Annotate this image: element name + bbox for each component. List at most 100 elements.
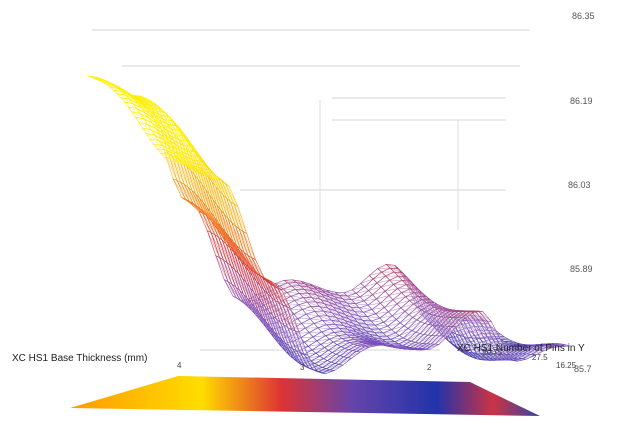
surface-strand xyxy=(466,327,480,331)
surface-strand xyxy=(394,271,407,278)
surface-strand xyxy=(321,370,335,373)
surface-strand xyxy=(382,339,395,342)
surface-strand xyxy=(432,317,446,326)
surface-strand xyxy=(156,128,169,141)
surface-strand xyxy=(373,275,386,280)
surface-strand xyxy=(348,345,362,350)
surface-strand xyxy=(307,293,321,300)
surface-strand xyxy=(365,345,378,347)
surface-strand xyxy=(499,338,513,342)
surface-strand xyxy=(214,174,227,199)
surface-strand xyxy=(357,322,371,329)
surface-strand xyxy=(445,311,458,318)
surface-strand xyxy=(198,179,211,213)
z-tick-label: 86.35 xyxy=(572,11,595,21)
surface-strand xyxy=(428,316,442,325)
surface-strand xyxy=(467,320,481,339)
surface-strand xyxy=(341,310,355,319)
surface-strand xyxy=(444,317,458,327)
surface-strand xyxy=(252,276,266,307)
surface-strand xyxy=(290,296,304,298)
surface-strand xyxy=(262,278,276,301)
surface-strand xyxy=(242,231,256,260)
surface-strand xyxy=(299,293,312,298)
surface-strand xyxy=(239,228,252,258)
surface-strand xyxy=(316,294,330,303)
surface-strand xyxy=(360,278,374,284)
surface-strand xyxy=(495,336,509,340)
surface-strand xyxy=(483,337,497,354)
surface-strand xyxy=(474,310,488,322)
surface-strand xyxy=(136,108,150,119)
surface-strand xyxy=(364,334,378,341)
surface-strand xyxy=(322,363,336,368)
surface-strand xyxy=(344,320,358,328)
surface-strand xyxy=(200,168,214,174)
surface-strand xyxy=(296,350,310,369)
surface-strand xyxy=(233,252,247,283)
surface-strand xyxy=(184,155,198,165)
surface-strand xyxy=(376,295,390,300)
surface-strand xyxy=(248,271,262,303)
surface-strand xyxy=(277,288,291,309)
surface-strand xyxy=(188,187,201,210)
surface-strand xyxy=(342,331,356,336)
surface-strand xyxy=(173,158,186,166)
surface-strand xyxy=(459,335,473,354)
surface-strand xyxy=(226,198,240,229)
surface-strand xyxy=(390,337,404,340)
surface-strand xyxy=(471,337,485,355)
surface-strand xyxy=(478,338,492,340)
surface-strand xyxy=(304,289,317,296)
surface-strand xyxy=(236,245,250,268)
surface-strand xyxy=(369,271,382,276)
surface-strand xyxy=(360,331,374,338)
surface-strand xyxy=(336,311,350,320)
surface-strand xyxy=(210,169,224,195)
surface-strand xyxy=(163,139,177,151)
surface-strand xyxy=(157,123,171,136)
surface-strand xyxy=(230,201,244,232)
x-axis-tick-labels: 4 3 2 xyxy=(177,361,432,372)
surface-strand xyxy=(231,284,245,304)
surface-strand xyxy=(326,289,340,296)
y-tick-label: 16.25 xyxy=(556,361,577,370)
surface-strand xyxy=(329,338,343,340)
surface-strand xyxy=(346,334,360,339)
surface-strand xyxy=(132,103,146,114)
surface-strand xyxy=(318,362,332,366)
surface-strand xyxy=(286,292,300,294)
floor-contour xyxy=(70,376,540,416)
surface-strand xyxy=(184,184,197,207)
surface-strand xyxy=(334,296,347,304)
surface-strand xyxy=(151,129,164,140)
surface-strand xyxy=(407,333,421,340)
surface-strand xyxy=(302,309,315,312)
surface-strand xyxy=(157,148,170,155)
surface-strand xyxy=(373,337,387,342)
surface-strand xyxy=(431,325,445,336)
surface-strand xyxy=(164,157,177,163)
surface-strand xyxy=(186,166,200,199)
surface-strand xyxy=(336,349,349,355)
surface-strand xyxy=(349,319,362,327)
surface-strand xyxy=(211,181,225,215)
surface-strand xyxy=(172,145,185,157)
surface-strand xyxy=(314,311,328,316)
surface-strand xyxy=(506,349,520,355)
surface-strand xyxy=(415,324,429,333)
surface-strand xyxy=(325,293,339,301)
surface-strand xyxy=(334,332,347,335)
surface-strand xyxy=(117,93,130,100)
surface-strand xyxy=(355,303,368,306)
surface-strand xyxy=(311,297,325,304)
surface-strand xyxy=(475,337,489,355)
surface-strand xyxy=(201,184,215,218)
surface-strand xyxy=(491,337,505,355)
surface-strand xyxy=(327,355,341,361)
surface-strand xyxy=(296,282,309,288)
surface-strand xyxy=(462,334,475,336)
surface-strand xyxy=(408,321,421,329)
surface-strand xyxy=(196,164,210,170)
surface-strand xyxy=(405,296,419,297)
